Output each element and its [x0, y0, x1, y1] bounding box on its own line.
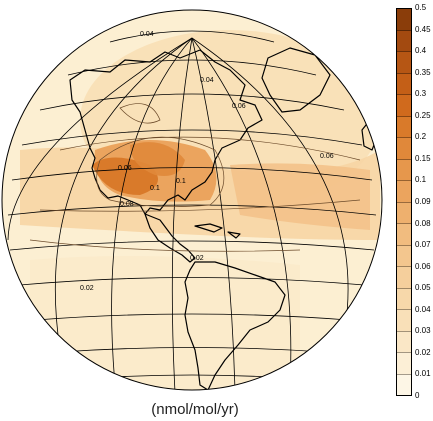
contour-label: 0.04 — [200, 77, 214, 84]
contour-label: 0.1 — [176, 178, 186, 185]
colorbar-swatch — [397, 116, 411, 138]
colorbar-tick-label: 0.1 — [415, 175, 427, 185]
field-region-south — [30, 256, 300, 390]
colorbar-swatch — [397, 353, 411, 375]
colorbar-swatch — [397, 159, 411, 181]
colorbar-swatch — [397, 95, 411, 117]
contour-label: 0.1 — [150, 185, 160, 192]
colorbar-tick-label: 0.25 — [415, 110, 431, 120]
colorbar-swatch — [397, 310, 411, 332]
colorbar-tick-label: 0.2 — [415, 132, 427, 142]
colorbar-tick-label: 0.3 — [415, 89, 427, 99]
colorbar-swatch — [397, 288, 411, 310]
graticule — [7, 30, 377, 390]
units-label: (nmol/mol/yr) — [151, 401, 239, 418]
colorbar-swatch — [397, 374, 411, 395]
colorbar-tick-label: 0.01 — [415, 369, 431, 379]
colorbar-tick-label: 0.45 — [415, 24, 431, 34]
colorbar-tick-label: 0.09 — [415, 197, 431, 206]
contour-label: 0.02 — [190, 255, 204, 262]
colorbar-tick-label: 0.05 — [415, 283, 431, 293]
colorbar-tick-label: 0.35 — [415, 67, 431, 77]
colorbar-swatch — [397, 138, 411, 160]
contour-label: 0.06 — [320, 153, 334, 160]
globe-outline — [1, 9, 383, 391]
contour-label: 0.02 — [80, 285, 94, 292]
colorbar-tick-label: 0.03 — [415, 326, 431, 336]
hispaniola-coast — [227, 231, 241, 239]
contour-label: 0.06 — [232, 103, 246, 110]
colorbar-swatch — [397, 331, 411, 353]
field-region-atlantic — [230, 163, 370, 230]
colorbar-swatch — [397, 9, 411, 31]
greenland-coast — [261, 47, 331, 113]
coastlines — [69, 47, 379, 390]
contour-label-group: 0.04 0.04 0.06 0.1 0.1 0.06 0.06 0.08 0.… — [80, 31, 334, 292]
colorbar-tick-label: 0.06 — [415, 261, 431, 271]
contour-lines — [29, 103, 361, 252]
colorbar-tick-label: 0.15 — [415, 153, 431, 163]
colorbar-tick-label: 0.5 — [415, 3, 427, 12]
north-america-coast — [69, 49, 263, 215]
colorbar-swatch — [397, 73, 411, 95]
cuba-coast — [194, 223, 223, 233]
colorbar-swatch — [397, 202, 411, 224]
colorbar-swatch — [397, 181, 411, 203]
colorbar-tick-label: 0.08 — [415, 218, 431, 228]
colorbar — [396, 8, 412, 396]
colorbar-swatch — [397, 30, 411, 52]
colorbar-labels: 0.5 0.45 0.4 0.35 0.3 0.25 0.2 0.15 0.1 0.09 0.08 0… — [415, 4, 433, 400]
colorbar-tick-label: 0.4 — [415, 46, 427, 56]
colorbar-tick-label: 0 — [415, 391, 420, 400]
colorbar-swatch — [397, 52, 411, 74]
contour-label: 0.06 — [118, 165, 132, 172]
south-america-coast — [184, 261, 286, 390]
colorbar-tick-label: 0.02 — [415, 347, 431, 357]
central-america-coast — [144, 213, 196, 263]
globe-surface: 0.04 0.04 0.06 0.1 0.1 0.06 0.06 0.08 0.… — [2, 10, 382, 390]
colorbar-tick-label: 0.07 — [415, 240, 431, 250]
colorbar-swatch — [397, 245, 411, 267]
contour-label: 0.04 — [140, 31, 154, 38]
contour-label: 0.08 — [120, 201, 134, 208]
colorbar-swatch — [397, 224, 411, 246]
colorbar-swatch — [397, 267, 411, 289]
colorbar-tick-label: 0.04 — [415, 304, 431, 314]
